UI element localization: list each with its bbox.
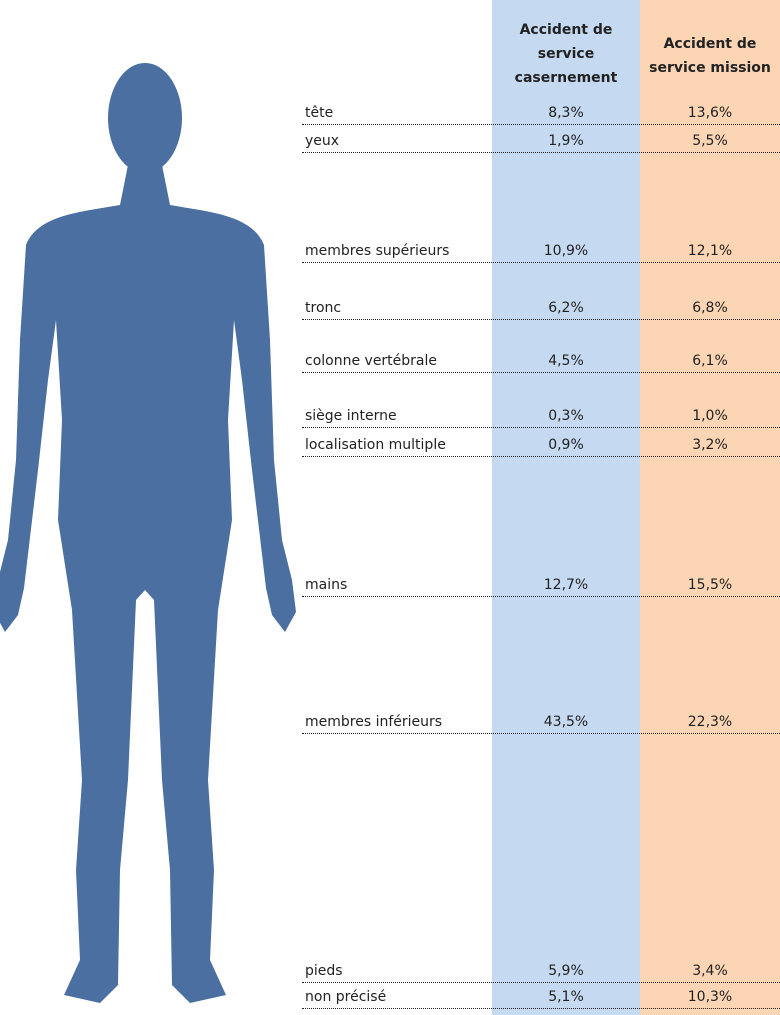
- cell-value: 10,3%: [687, 989, 733, 1005]
- row-rule: [302, 733, 780, 734]
- row-label: membres inférieurs: [305, 714, 443, 730]
- column-header: Accident de service mission: [649, 36, 771, 76]
- row-rule: [302, 372, 780, 373]
- cell-value: 13,6%: [687, 105, 733, 121]
- cell-value: 12,7%: [543, 577, 589, 593]
- row-label: tronc: [305, 300, 342, 316]
- row-label: siège interne: [305, 408, 397, 424]
- cell-value: 43,5%: [543, 714, 589, 730]
- row-label: pieds: [305, 963, 343, 979]
- cell-value: 5,5%: [692, 133, 728, 149]
- row-rule: [302, 319, 780, 320]
- row-label: localisation multiple: [305, 437, 446, 453]
- cell-value: 12,1%: [687, 243, 733, 259]
- row-label: non précisé: [305, 989, 387, 1005]
- cell-value: 4,5%: [548, 353, 584, 369]
- cell-value: 1,0%: [692, 408, 728, 424]
- column-header: Accident de service casernement: [514, 22, 618, 86]
- cell-value: 6,8%: [692, 300, 728, 316]
- cell-value: 10,9%: [543, 243, 589, 259]
- cell-value: 3,4%: [692, 963, 728, 979]
- row-rule: [302, 152, 780, 153]
- row-rule: [302, 596, 780, 597]
- column-bg: [640, 0, 780, 1015]
- cell-value: 0,9%: [548, 437, 584, 453]
- row-rule: [302, 262, 780, 263]
- row-rule: [302, 1008, 780, 1009]
- cell-value: 6,1%: [692, 353, 728, 369]
- row-rule: [302, 456, 780, 457]
- row-rule: [302, 124, 780, 125]
- row-rule: [302, 427, 780, 428]
- cell-value: 6,2%: [548, 300, 584, 316]
- row-rule: [302, 982, 780, 983]
- row-label: mains: [305, 577, 348, 593]
- row-label: colonne vertébrale: [305, 353, 438, 369]
- cell-value: 1,9%: [548, 133, 584, 149]
- cell-value: 0,3%: [548, 408, 584, 424]
- body-silhouette: [0, 63, 296, 1003]
- cell-value: 22,3%: [687, 714, 733, 730]
- cell-value: 8,3%: [548, 105, 584, 121]
- row-label: yeux: [305, 133, 340, 149]
- cell-value: 5,9%: [548, 963, 584, 979]
- cell-value: 5,1%: [548, 989, 584, 1005]
- cell-value: 15,5%: [687, 577, 733, 593]
- column-bg: [492, 0, 640, 1015]
- row-label: tête: [305, 105, 334, 121]
- row-label: membres supérieurs: [305, 243, 450, 259]
- cell-value: 3,2%: [692, 437, 728, 453]
